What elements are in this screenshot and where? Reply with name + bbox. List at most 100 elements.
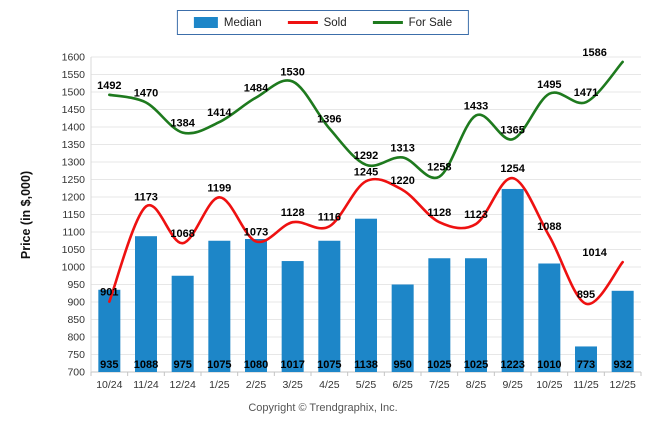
median-bar (465, 258, 487, 372)
median-bar (281, 261, 304, 372)
y-tick-label: 1550 (62, 69, 86, 81)
y-axis-title: Price (in $,000) (19, 171, 33, 259)
x-tick-label: 8/25 (466, 379, 487, 391)
x-tick-label: 12/25 (610, 379, 636, 391)
line-value-label: 1073 (244, 226, 268, 238)
y-tick-label: 1350 (62, 139, 86, 151)
x-tick-label: 7/25 (429, 379, 450, 391)
y-tick-label: 1600 (62, 52, 86, 64)
y-tick-label: 950 (67, 279, 85, 291)
legend-label-forsale: For Sale (408, 16, 453, 29)
line-value-label: 1530 (280, 67, 304, 79)
line-value-label: 1128 (281, 207, 305, 219)
line-value-label: 1292 (354, 150, 378, 162)
line-value-label: 1495 (537, 79, 561, 91)
line-value-label: 1484 (244, 83, 269, 95)
line-value-label: 901 (100, 287, 118, 299)
forsale-line-swatch (372, 21, 403, 24)
y-tick-label: 1100 (62, 227, 85, 239)
line-value-label: 1365 (500, 124, 524, 136)
sold-line-swatch (287, 21, 318, 24)
line-value-label: 1313 (390, 142, 414, 154)
median-bar (135, 236, 157, 372)
y-tick-labels: 700 750 800 850 900 950 1000 1050 1100 1150 1200 12… (62, 52, 86, 379)
line-value-label: 1414 (207, 107, 232, 119)
legend-label-sold: Sold (323, 16, 347, 29)
median-bar (391, 284, 414, 372)
line-value-label: 1014 (582, 247, 607, 259)
line-value-label: 1116 (318, 211, 341, 223)
x-tick-label: 9/25 (502, 379, 523, 391)
line-value-label: 1396 (317, 113, 341, 125)
bar-value-label: 1025 (427, 359, 451, 371)
line-value-label: 1586 (582, 47, 606, 59)
median-bar (171, 275, 194, 372)
y-tick-label: 800 (67, 332, 85, 344)
median-bar-swatch (193, 17, 218, 28)
bar-value-label: 975 (173, 359, 191, 371)
median-bar (245, 239, 267, 372)
y-tick-label: 700 (67, 367, 85, 379)
x-tick-label: 1/25 (209, 379, 230, 391)
x-axis-ticks (90, 372, 642, 376)
x-tick-label: 2/25 (246, 379, 267, 391)
line-value-label: 1245 (354, 166, 378, 178)
line-value-label: 1258 (427, 162, 451, 174)
bar-value-label: 1010 (537, 359, 561, 371)
legend-item-sold: Sold (287, 16, 347, 29)
x-tick-label: 3/25 (282, 379, 303, 391)
bar-value-label: 1138 (354, 359, 378, 371)
x-tick-labels: 10/24 11/24 12/24 1/25 2/25 3/25 4/25 5/25 6/25 7… (96, 379, 636, 391)
median-bars (98, 188, 634, 372)
x-tick-label: 4/25 (319, 379, 340, 391)
line-value-label: 1470 (134, 88, 158, 100)
line-value-label: 1128 (427, 207, 451, 219)
line-value-label: 1254 (500, 163, 525, 175)
y-tick-label: 1400 (62, 122, 86, 134)
sold-line (108, 176, 624, 306)
x-tick-label: 5/25 (356, 379, 377, 391)
median-bar (355, 218, 377, 372)
median-bar (98, 289, 121, 372)
bar-value-labels: 935 1088 975 1075 1080 1017 1075 1138 950 1025 102… (100, 359, 632, 371)
x-tick-label: 11/25 (573, 379, 599, 391)
x-tick-label: 10/24 (96, 379, 122, 391)
y-tick-label: 1000 (62, 262, 86, 274)
bar-value-label: 950 (393, 359, 411, 371)
y-tick-label: 1250 (62, 174, 86, 186)
bar-value-label: 1017 (280, 359, 304, 371)
y-tick-label: 1150 (62, 209, 85, 221)
legend-item-forsale: For Sale (372, 16, 453, 29)
median-bar (501, 188, 524, 372)
line-value-label: 1433 (464, 100, 488, 112)
y-tick-label: 750 (67, 349, 85, 361)
y-tick-label: 1050 (62, 244, 86, 256)
median-bar (318, 240, 341, 372)
for-sale-value-labels: 1492 1470 1384 1414 1484 1530 1396 1292 1313 1258… (97, 47, 607, 174)
line-value-label: 1123 (464, 209, 488, 221)
line-value-label: 1492 (97, 80, 121, 92)
x-tick-label: 6/25 (392, 379, 413, 391)
sold-value-labels: 901 1173 1068 1199 1073 1128 1116 1245 1220 1128 1… (100, 163, 608, 301)
plot-area: 700 750 800 850 900 950 1000 1050 1100 1150 1200 12… (19, 47, 642, 391)
y-tick-label: 900 (67, 297, 85, 309)
bar-value-label: 1223 (500, 359, 524, 371)
line-value-label: 1384 (170, 118, 195, 130)
y-tick-label: 1500 (62, 87, 86, 99)
line-value-label: 1088 (537, 221, 561, 233)
median-bar (575, 346, 597, 372)
line-value-label: 1220 (390, 175, 414, 187)
x-tick-label: 11/24 (133, 379, 159, 391)
y-tick-label: 1300 (62, 157, 86, 169)
line-value-label: 1199 (207, 182, 231, 194)
legend: Median Sold For Sale (176, 10, 470, 35)
bar-value-label: 1080 (244, 359, 268, 371)
line-value-label: 895 (577, 289, 595, 301)
bar-value-label: 935 (100, 359, 118, 371)
median-bar (208, 240, 231, 372)
line-value-label: 1471 (574, 87, 598, 99)
median-bar (611, 290, 634, 372)
legend-label-median: Median (223, 16, 262, 29)
x-tick-label: 10/25 (536, 379, 562, 391)
